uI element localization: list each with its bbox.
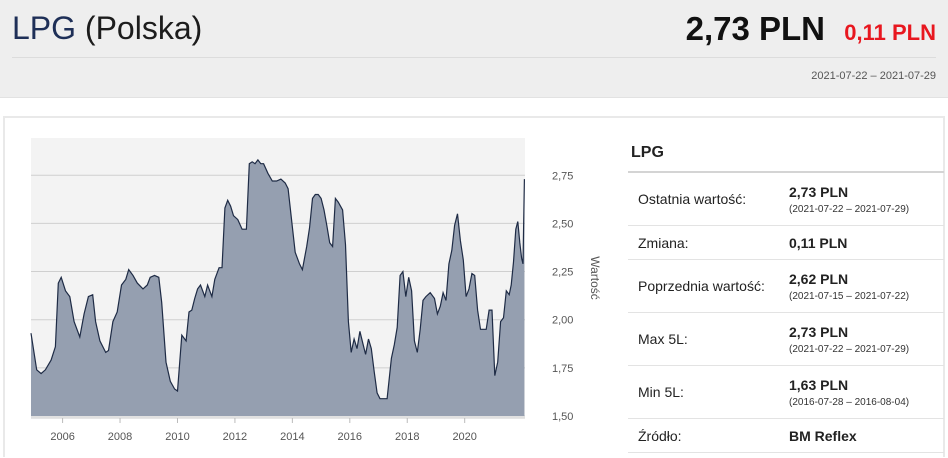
commodity-symbol: LPG [12, 10, 77, 46]
x-tick-label: 2008 [108, 431, 132, 443]
info-value: 2,62 PLN [789, 270, 849, 287]
info-label: Ostatnia wartość: [638, 191, 747, 207]
header-divider [12, 57, 936, 58]
y-tick-label: 2,50 [552, 218, 573, 230]
x-tick-label: 2006 [50, 431, 74, 443]
info-row-previous-value: Poprzednia wartość: 2,62 PLN (2021-07-15… [628, 260, 944, 313]
date-range: 2021-07-22 – 2021-07-29 [811, 70, 936, 82]
info-value: 1,63 PLN [789, 376, 849, 393]
current-price: 2,73 PLN [685, 10, 825, 47]
x-tick-label: 2020 [452, 431, 476, 443]
y-tick-label: 2,00 [552, 315, 573, 327]
info-label: Min 5L: [638, 384, 684, 400]
info-label: Źródło: [638, 427, 682, 444]
info-title: LPG [628, 142, 944, 173]
info-row-max-5y: Max 5L: 2,73 PLN (2021-07-22 – 2021-07-2… [628, 313, 944, 366]
info-date: (2021-07-15 – 2021-07-22) [789, 290, 910, 302]
info-value: 2,73 PLN [789, 183, 849, 200]
info-date: (2021-07-22 – 2021-07-29) [789, 343, 910, 355]
content-panel: 1,50 1,75 2,00 2,25 2,50 2,75 2006 2008 2010 2012… [3, 116, 945, 458]
x-tick-label: 2010 [165, 431, 189, 443]
y-tick-label: 2,25 [552, 267, 573, 279]
price-chart[interactable]: 1,50 1,75 2,00 2,25 2,50 2,75 2006 2008 2010 2012… [19, 138, 615, 458]
info-value: 0,11 PLN [789, 234, 848, 251]
info-value: 2,73 PLN [789, 323, 849, 340]
info-row-change: Zmiana: 0,11 PLN [628, 226, 944, 260]
info-row-source: Źródło: BM Reflex [628, 419, 944, 453]
info-table: LPG Ostatnia wartość: 2,73 PLN (2021-07-… [628, 142, 944, 453]
info-label: Poprzednia wartość: [638, 278, 765, 294]
y-tick-label: 1,50 [552, 411, 573, 423]
x-tick-label: 2018 [395, 431, 419, 443]
country-label: (Polska) [84, 10, 203, 46]
quote-header: LPG (Polska) 2,73 PLN 0,11 PLN 2021-07-2… [0, 0, 948, 98]
x-tick-label: 2012 [223, 431, 247, 443]
page-title: LPG (Polska) [12, 10, 202, 47]
info-date: (2021-07-22 – 2021-07-29) [789, 203, 910, 215]
series-area [31, 159, 525, 416]
price-change: 0,11 PLN [844, 20, 936, 45]
y-tick-label: 2,75 [552, 170, 573, 182]
info-label: Max 5L: [638, 331, 688, 347]
info-date: (2016-07-28 – 2016-08-04) [789, 396, 910, 408]
chart-svg[interactable]: 1,50 1,75 2,00 2,25 2,50 2,75 2006 2008 2010 2012… [19, 138, 615, 458]
info-row-last-value: Ostatnia wartość: 2,73 PLN (2021-07-22 –… [628, 173, 944, 226]
y-axis-label: Wartość [588, 256, 602, 300]
series-line [30, 158, 525, 400]
x-tick-label: 2014 [280, 431, 304, 443]
info-value: BM Reflex [789, 427, 857, 444]
info-label: Zmiana: [638, 234, 689, 251]
info-row-min-5y: Min 5L: 1,63 PLN (2016-07-28 – 2016-08-0… [628, 366, 944, 419]
y-tick-label: 1,75 [552, 363, 573, 375]
x-tick-label: 2016 [338, 431, 362, 443]
